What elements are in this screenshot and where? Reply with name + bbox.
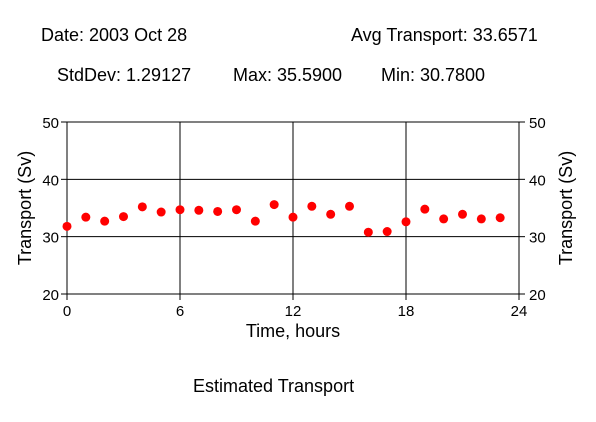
date-label: Date: 2003 Oct 28 xyxy=(41,25,188,45)
x-tick-label: 24 xyxy=(511,303,528,320)
avg-transport-label: Avg Transport: 33.6571 xyxy=(351,25,538,45)
y-tick-label-left: 30 xyxy=(42,230,59,247)
y-tick-label-right: 20 xyxy=(529,287,546,304)
data-point xyxy=(119,212,128,222)
data-point xyxy=(458,209,467,219)
data-point xyxy=(326,209,336,219)
data-point xyxy=(213,206,223,216)
data-point xyxy=(194,205,204,215)
data-points xyxy=(62,200,505,237)
y-tick-label-right: 50 xyxy=(529,115,546,132)
data-point xyxy=(175,205,185,215)
data-point xyxy=(137,202,147,212)
data-point xyxy=(382,227,392,237)
y-axis-label-left: Transport (Sv) xyxy=(15,151,35,265)
data-point xyxy=(250,216,260,226)
x-tick-label: 0 xyxy=(63,303,71,320)
data-point xyxy=(345,201,354,211)
y-tick-label-left: 50 xyxy=(42,115,59,132)
y-tick-label-right: 30 xyxy=(529,230,546,247)
x-tick-label: 18 xyxy=(398,303,415,320)
stddev-label: StdDev: 1.29127 xyxy=(57,65,192,85)
data-point xyxy=(363,227,373,237)
data-point xyxy=(156,207,166,217)
data-point xyxy=(307,201,317,211)
chart-caption: Estimated Transport xyxy=(193,376,355,396)
max-label: Max: 35.5900 xyxy=(233,65,343,85)
data-point xyxy=(232,205,241,215)
x-tick-label: 12 xyxy=(285,303,302,320)
data-point xyxy=(62,221,72,231)
data-point xyxy=(100,216,110,226)
y-tick-label-right: 40 xyxy=(529,172,546,189)
y-tick-label-left: 40 xyxy=(42,172,59,189)
axis-ticks: 20 20 30 30 40 40 50 50 0 6 12 18 24 xyxy=(42,115,545,320)
data-point xyxy=(476,214,486,224)
data-point xyxy=(269,200,279,210)
y-axis-label-right: Transport (Sv) xyxy=(556,151,576,265)
min-label: Min: 30.7800 xyxy=(381,65,486,85)
data-point xyxy=(401,217,411,227)
data-point xyxy=(495,213,505,223)
data-point xyxy=(288,212,298,222)
data-point xyxy=(81,212,91,222)
y-tick-label-left: 20 xyxy=(42,287,59,304)
grid-lines xyxy=(67,122,519,294)
x-axis-label: Time, hours xyxy=(246,321,340,341)
data-point xyxy=(439,214,449,224)
data-point xyxy=(420,204,430,214)
x-tick-label: 6 xyxy=(176,303,184,320)
